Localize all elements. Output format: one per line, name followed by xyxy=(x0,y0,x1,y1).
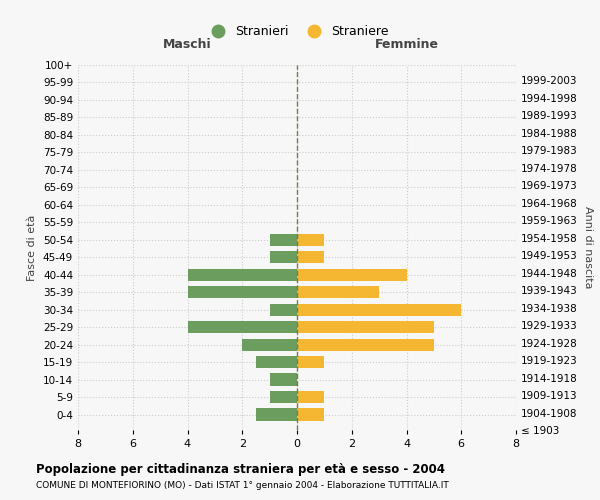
Bar xyxy=(269,374,297,386)
Bar xyxy=(269,391,297,403)
Bar xyxy=(256,356,297,368)
Text: COMUNE DI MONTEFIORINO (MO) - Dati ISTAT 1° gennaio 2004 - Elaborazione TUTTITAL: COMUNE DI MONTEFIORINO (MO) - Dati ISTAT… xyxy=(36,481,449,490)
Legend: Stranieri, Straniere: Stranieri, Straniere xyxy=(200,20,394,43)
Text: Maschi: Maschi xyxy=(163,38,212,51)
Y-axis label: Anni di nascita: Anni di nascita xyxy=(583,206,593,289)
Y-axis label: Fasce di età: Fasce di età xyxy=(28,214,37,280)
Bar xyxy=(269,251,297,264)
Bar xyxy=(297,234,325,246)
Bar xyxy=(297,391,325,403)
Bar xyxy=(256,408,297,420)
Bar xyxy=(242,338,297,350)
Bar xyxy=(297,356,325,368)
Bar xyxy=(297,268,407,281)
Bar xyxy=(297,408,325,420)
Bar xyxy=(297,321,434,334)
Bar xyxy=(187,286,297,298)
Bar xyxy=(187,268,297,281)
Bar xyxy=(297,286,379,298)
Bar xyxy=(297,251,325,264)
Text: Femmine: Femmine xyxy=(374,38,439,51)
Bar xyxy=(297,304,461,316)
Bar xyxy=(269,304,297,316)
Bar xyxy=(297,338,434,350)
Bar xyxy=(269,234,297,246)
Text: Popolazione per cittadinanza straniera per età e sesso - 2004: Popolazione per cittadinanza straniera p… xyxy=(36,462,445,475)
Bar xyxy=(187,321,297,334)
